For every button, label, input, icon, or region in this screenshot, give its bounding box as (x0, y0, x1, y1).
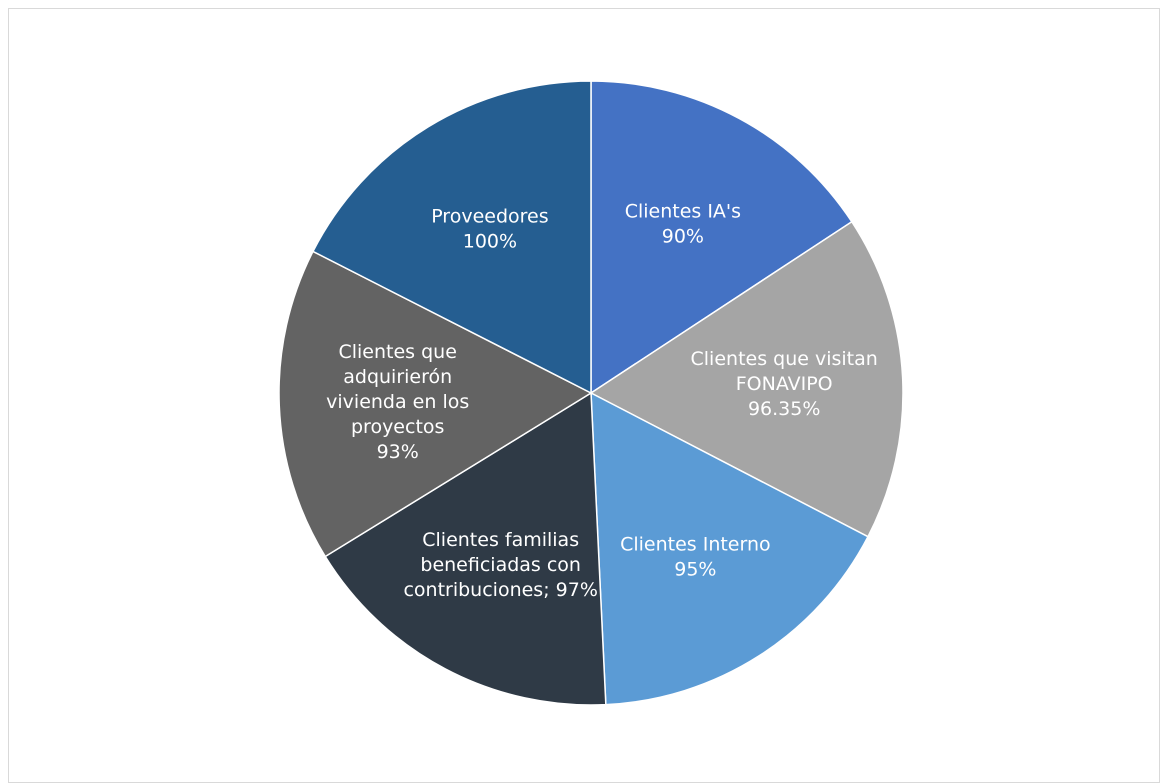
pie-slice-label-0: Clientes IA's 90% (625, 200, 741, 247)
pie-slice-label-line: FONAVIPO (736, 373, 833, 395)
pie-slice-label-line: 93% (377, 441, 419, 463)
pie-slice-label-4: Clientes que adquirierón vivienda en los pr… (326, 341, 469, 463)
pie-slice-label-line: 90% (662, 225, 704, 247)
pie-slice-label-line: Proveedores (431, 206, 548, 228)
pie-slice-0 (590, 80, 853, 395)
pie-slice-label-line: 95% (674, 558, 716, 580)
pie-slice-1 (589, 220, 904, 538)
pie-slice-label-1: Clientes que visitan FONAVIPO 96.35% (691, 348, 878, 420)
pie-slice-label-line: 96.35% (748, 398, 820, 420)
pie-slice-label-line: Clientes Interno (620, 533, 771, 555)
pie-slice-3 (324, 391, 607, 706)
pie-slice-label-line: adquirierón (343, 366, 452, 388)
pie-chart: Clientes IA's 90% Clientes que visitan FONA… (278, 80, 904, 706)
pie-slice-2 (590, 391, 869, 706)
pie-slice-label-line: vivienda en los (326, 391, 469, 413)
pie-slice-5 (311, 80, 592, 395)
pie-slice-label-line: Clientes que (338, 341, 456, 363)
pie-slice-label-line: proyectos (351, 416, 444, 438)
pie-slice-label-3: Clientes familias beneficiadas con contrib… (403, 529, 597, 601)
pie-slice-label-line: Clientes familias (422, 529, 579, 551)
pie-slice-4 (278, 250, 593, 558)
pie-slice-label-2: Clientes Interno 95% (620, 533, 771, 580)
pie-slice-label-line: Clientes IA's (625, 200, 741, 222)
pie-slice-label-line: beneficiadas con (420, 554, 581, 576)
chart-frame: Clientes IA's 90% Clientes que visitan FONA… (8, 8, 1160, 783)
pie-slice-label-line: Clientes que visitan (691, 348, 878, 370)
pie-slice-label-line: 100% (463, 231, 517, 253)
pie-slice-label-5: Proveedores 100% (431, 206, 548, 253)
pie-slice-label-line: contribuciones; 97% (403, 579, 597, 601)
